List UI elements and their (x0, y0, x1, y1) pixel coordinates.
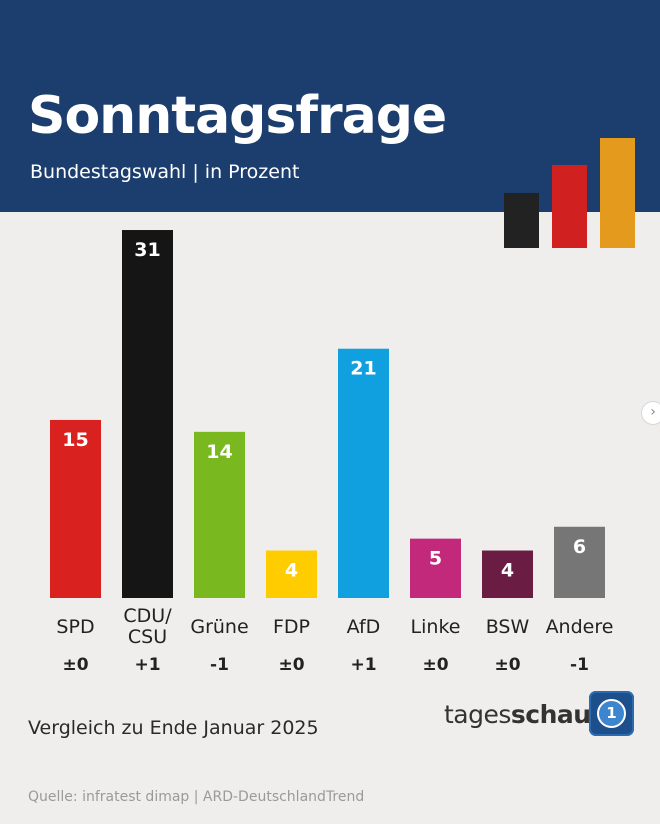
bar-andere (554, 526, 605, 598)
source-credit: Quelle: infratest dimap | ARD-Deutschlan… (28, 789, 365, 805)
logo-circle: 1 (597, 699, 626, 728)
category-label-cdu-csu: CDU/ (123, 605, 172, 627)
bar-spd (50, 419, 101, 598)
brand-part-regular: tages (444, 700, 511, 729)
value-label-spd: 15 (62, 429, 88, 451)
category-label-bsw: BSW (486, 616, 530, 638)
category-label-andere: Andere (546, 616, 614, 638)
bar-fdp (266, 550, 317, 598)
value-label-fdp: 4 (285, 560, 298, 582)
category-label-afd: AfD (347, 616, 381, 638)
header-banner: Sonntagsfrage Bundestagswahl | in Prozen… (0, 0, 660, 212)
category-label-cdu-csu: CSU (128, 626, 167, 648)
value-label-grüne: 14 (206, 441, 232, 463)
bar-bsw (482, 550, 533, 598)
change-label-spd: ±0 (62, 655, 88, 675)
bar-cdu-csu (122, 230, 173, 598)
tagesschau-logo-icon: 1 (589, 691, 634, 736)
chevron-right-icon[interactable]: › (641, 401, 660, 425)
value-label-bsw: 4 (501, 560, 514, 582)
value-label-andere: 6 (573, 536, 586, 558)
flag-stripe-red (552, 165, 587, 248)
bar-grüne (194, 431, 245, 598)
bar-afd (338, 348, 389, 598)
category-label-spd: SPD (56, 616, 94, 638)
change-label-linke: ±0 (422, 655, 448, 675)
flag-stripe-black (504, 193, 539, 248)
category-label-grüne: Grüne (190, 616, 248, 638)
value-label-cdu-csu: 31 (134, 239, 160, 261)
category-label-linke: Linke (411, 616, 461, 638)
category-label-fdp: FDP (273, 616, 310, 638)
page-subtitle: Bundestagswahl | in Prozent (30, 161, 300, 183)
page-title: Sonntagsfrage (28, 86, 447, 146)
flag-stripe-gold (600, 138, 635, 248)
brand-wordmark: tagesschau (444, 700, 591, 729)
brand-part-bold: schau (510, 700, 591, 729)
change-label-cdu-csu: +1 (134, 655, 160, 675)
comparison-note: Vergleich zu Ende Januar 2025 (28, 717, 319, 739)
bar-linke (410, 538, 461, 598)
change-label-bsw: ±0 (494, 655, 520, 675)
change-label-fdp: ±0 (278, 655, 304, 675)
change-label-afd: +1 (350, 655, 376, 675)
change-label-andere: -1 (570, 655, 589, 675)
change-label-grüne: -1 (210, 655, 229, 675)
value-label-afd: 21 (350, 358, 376, 380)
value-label-linke: 5 (429, 548, 442, 570)
